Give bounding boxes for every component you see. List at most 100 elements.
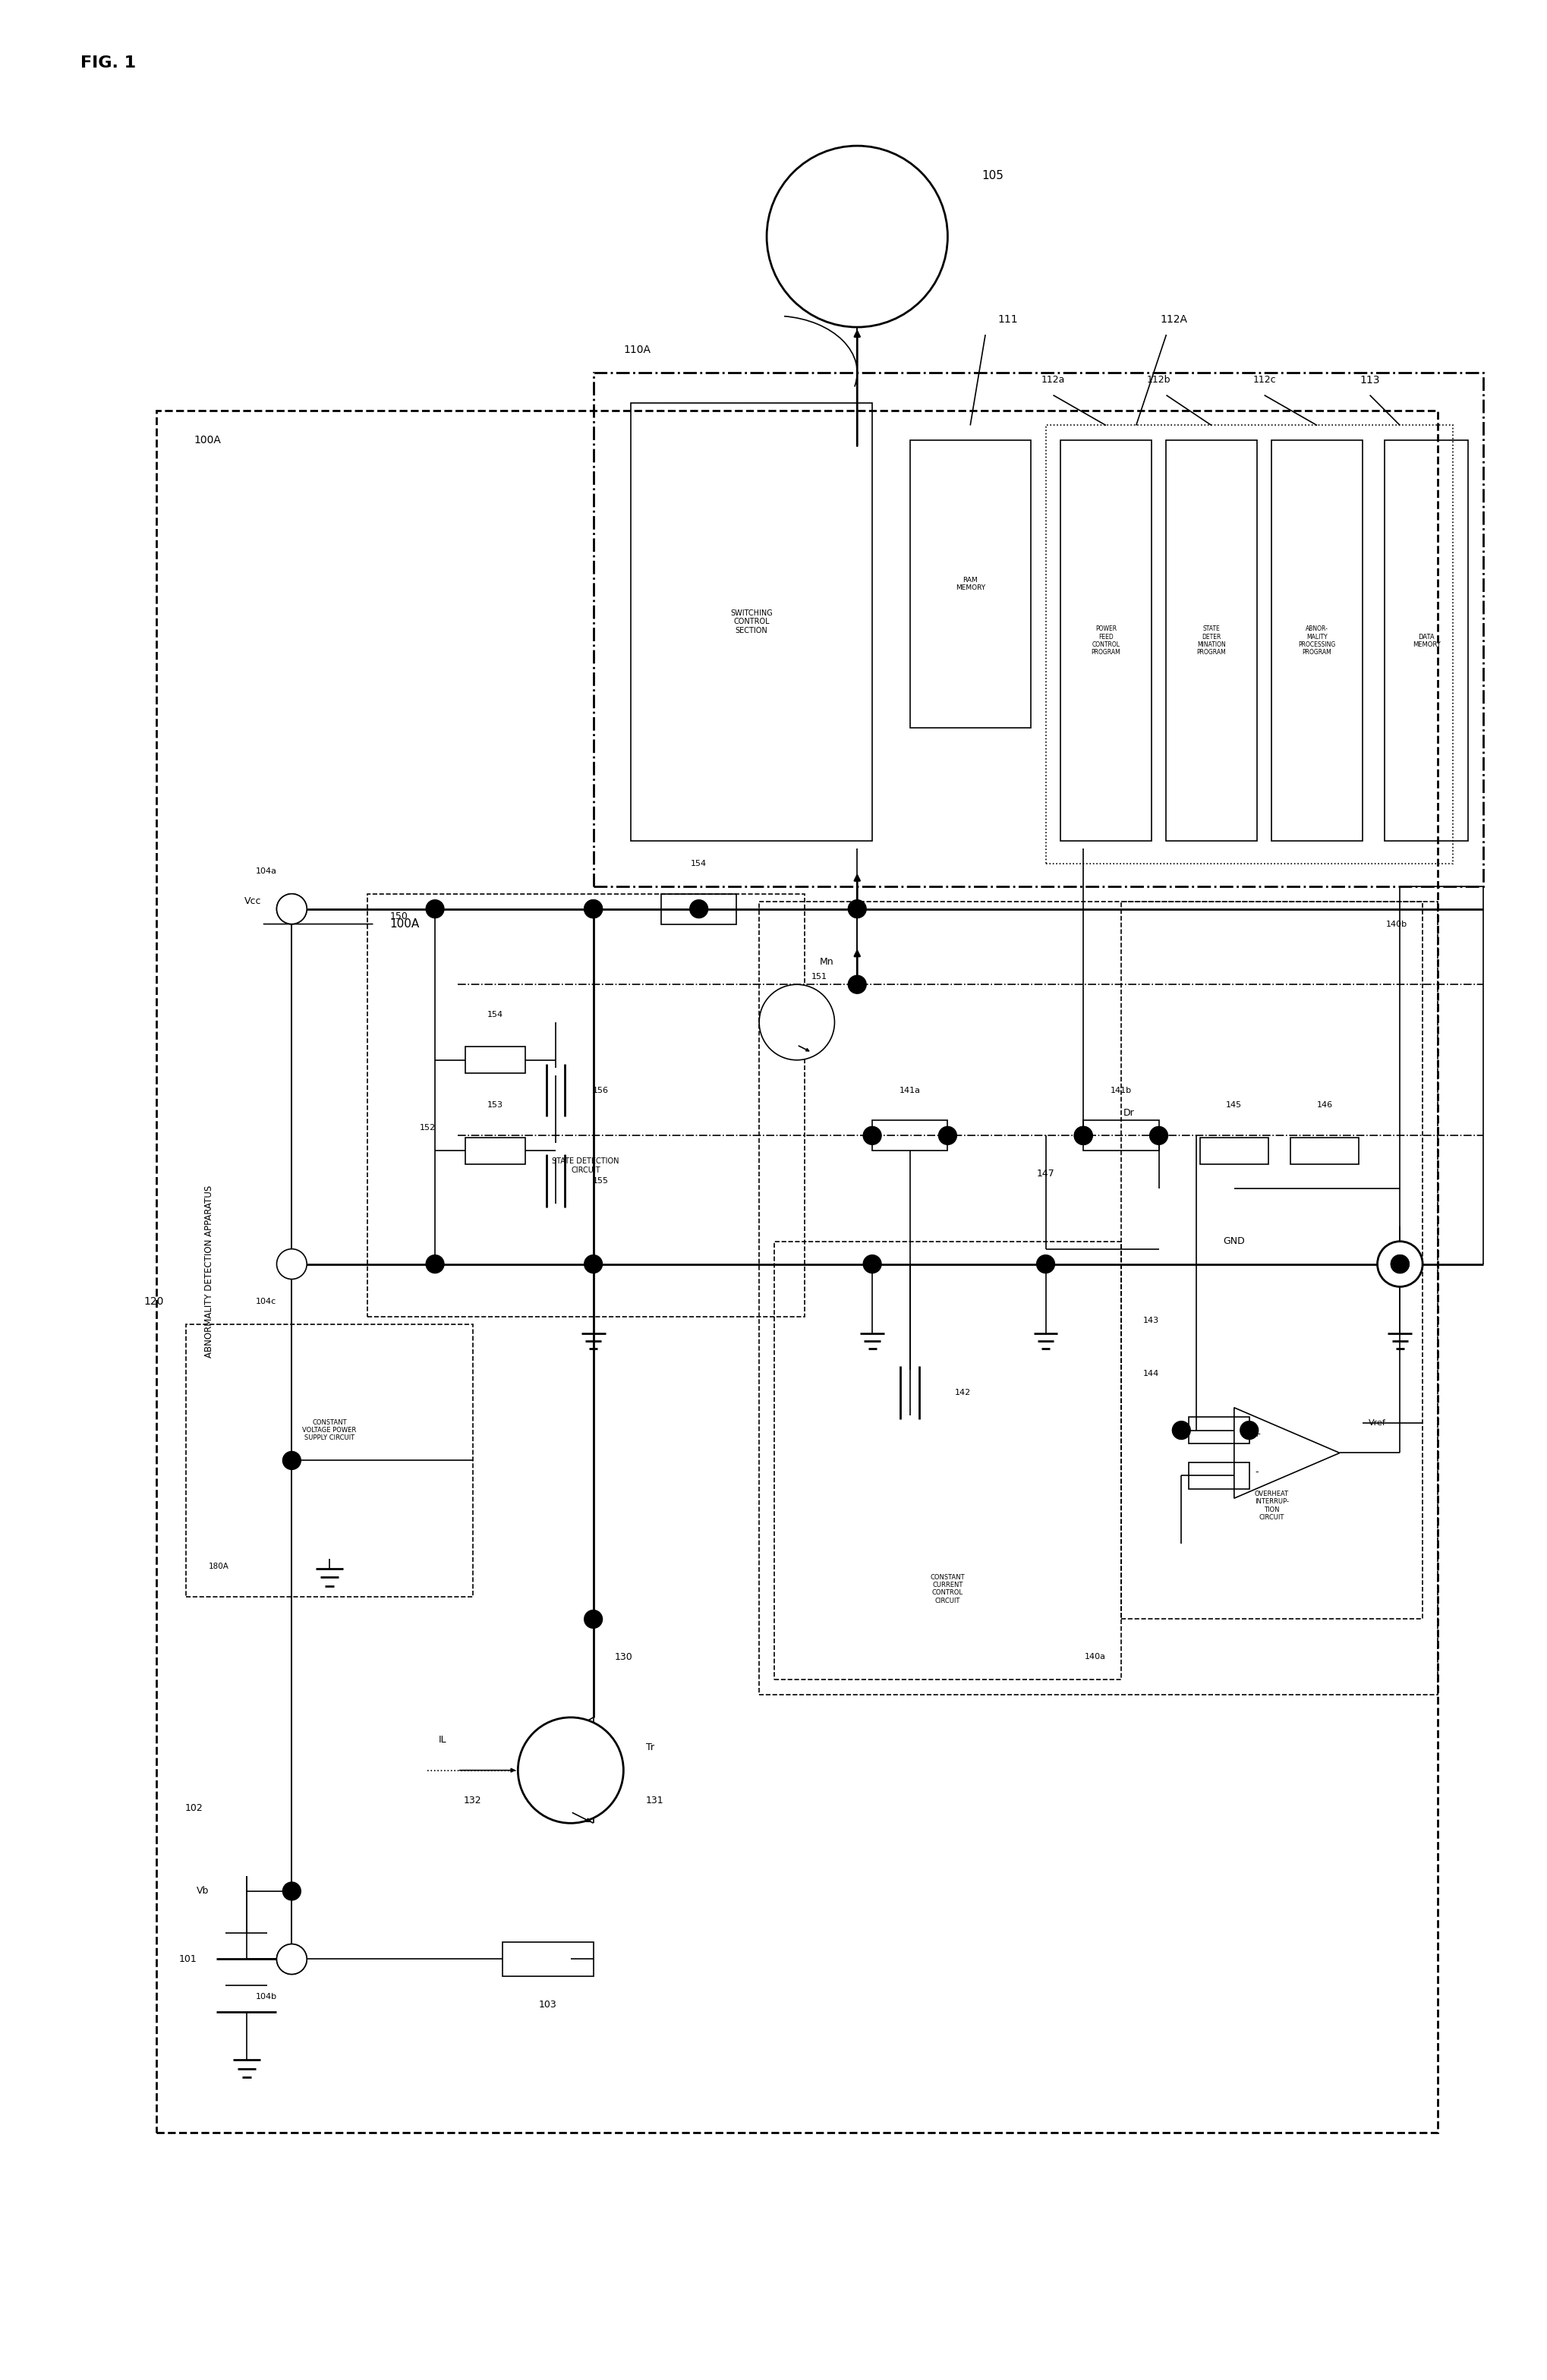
Text: 153: 153 [487, 1102, 503, 1109]
Circle shape [848, 976, 866, 992]
Circle shape [277, 895, 306, 923]
Bar [594, 374, 1484, 885]
Circle shape [277, 1944, 306, 1975]
Bar [1272, 440, 1363, 840]
Circle shape [760, 985, 834, 1059]
Text: FIG. 1: FIG. 1 [80, 55, 136, 71]
Circle shape [283, 1883, 300, 1899]
Text: 180A: 180A [209, 1564, 229, 1571]
Circle shape [277, 895, 306, 923]
Bar [873, 1121, 948, 1150]
Circle shape [425, 1254, 444, 1273]
Circle shape [283, 1949, 300, 1968]
Text: ABNORMALITY DETECTION APPARATUS: ABNORMALITY DETECTION APPARATUS [204, 1185, 213, 1359]
Circle shape [1391, 1254, 1409, 1273]
Circle shape [1149, 1126, 1168, 1145]
Text: DATA
MEMORY: DATA MEMORY [1412, 633, 1440, 647]
Text: 142: 142 [954, 1388, 972, 1397]
Text: 112c: 112c [1253, 376, 1276, 386]
Text: 103: 103 [538, 1999, 557, 2009]
Text: 154: 154 [692, 859, 707, 866]
Text: 100A: 100A [193, 436, 221, 445]
Text: 104c: 104c [255, 1297, 277, 1307]
Bar [503, 1942, 594, 1975]
Text: RAM
MEMORY: RAM MEMORY [956, 576, 985, 590]
Bar [1166, 440, 1256, 840]
Text: 143: 143 [1143, 1316, 1159, 1326]
Circle shape [283, 1452, 300, 1468]
Text: ABNOR-
MALITY
PROCESSING
PROGRAM: ABNOR- MALITY PROCESSING PROGRAM [1298, 626, 1335, 657]
Circle shape [1391, 1254, 1409, 1273]
Text: +: + [1253, 1428, 1261, 1440]
Text: 105: 105 [982, 171, 1004, 181]
Bar [774, 1242, 1122, 1680]
Bar [1046, 426, 1453, 864]
Text: POWER
FEED
CONTROL
PROGRAM: POWER FEED CONTROL PROGRAM [1091, 626, 1120, 657]
Circle shape [585, 1254, 602, 1273]
Bar [1200, 1138, 1269, 1164]
Text: 140b: 140b [1386, 921, 1408, 928]
Text: 112a: 112a [1041, 376, 1064, 386]
Bar [1122, 902, 1423, 1618]
Bar [631, 402, 873, 840]
Bar [1190, 1416, 1250, 1445]
Bar [910, 440, 1030, 728]
Bar [1190, 1461, 1250, 1490]
Circle shape [863, 1126, 882, 1145]
Bar [156, 409, 1437, 2132]
Circle shape [1074, 1126, 1092, 1145]
Text: 141b: 141b [1111, 1088, 1132, 1095]
Circle shape [585, 900, 602, 919]
Bar [1083, 1121, 1159, 1150]
Text: 146: 146 [1316, 1102, 1332, 1109]
Bar [661, 895, 736, 923]
Bar [466, 1047, 526, 1073]
Text: Vref: Vref [1369, 1418, 1386, 1426]
Circle shape [1391, 1254, 1409, 1273]
Text: SWITCHING
CONTROL
SECTION: SWITCHING CONTROL SECTION [730, 609, 774, 635]
Bar [186, 1326, 473, 1597]
Text: 145: 145 [1227, 1102, 1242, 1109]
Text: 120: 120 [144, 1297, 164, 1307]
Text: 100A: 100A [390, 919, 419, 931]
Text: 112A: 112A [1160, 314, 1188, 326]
Text: 154: 154 [487, 1011, 503, 1019]
Circle shape [1173, 1421, 1190, 1440]
Text: 110A: 110A [623, 345, 651, 355]
Text: STATE DETECTION
CIRCUIT: STATE DETECTION CIRCUIT [552, 1157, 619, 1173]
Text: 140a: 140a [1084, 1654, 1106, 1661]
Text: 113: 113 [1360, 374, 1380, 386]
Circle shape [585, 900, 602, 919]
Text: Vb: Vb [196, 1887, 209, 1897]
Circle shape [1074, 1126, 1092, 1145]
Circle shape [848, 900, 866, 919]
Text: Tr: Tr [647, 1742, 654, 1752]
Text: 130: 130 [614, 1652, 633, 1661]
Text: 111: 111 [998, 314, 1018, 326]
Circle shape [585, 1611, 602, 1628]
Text: 152: 152 [419, 1123, 435, 1133]
Circle shape [277, 1250, 306, 1278]
Circle shape [939, 1126, 956, 1145]
Text: 151: 151 [812, 973, 828, 981]
Circle shape [690, 900, 709, 919]
Text: 144: 144 [1143, 1371, 1159, 1378]
Text: 112b: 112b [1146, 376, 1171, 386]
Text: 102: 102 [184, 1804, 203, 1814]
Text: Mn: Mn [820, 957, 834, 966]
Text: 156: 156 [593, 1088, 610, 1095]
Bar [1061, 440, 1151, 840]
Text: 147: 147 [1036, 1169, 1055, 1178]
Text: 141a: 141a [899, 1088, 920, 1095]
Text: Vcc: Vcc [244, 897, 261, 907]
Circle shape [767, 145, 948, 326]
Text: 155: 155 [593, 1178, 610, 1185]
Circle shape [425, 900, 444, 919]
Text: 132: 132 [464, 1795, 481, 1806]
Text: GND: GND [1224, 1238, 1245, 1247]
Text: Dr: Dr [1123, 1109, 1134, 1119]
Text: CONSTANT
VOLTAGE POWER
SUPPLY CIRCUIT: CONSTANT VOLTAGE POWER SUPPLY CIRCUIT [302, 1418, 356, 1442]
Text: 101: 101 [178, 1954, 196, 1963]
Bar [466, 1138, 526, 1164]
Text: -: - [1255, 1466, 1258, 1476]
